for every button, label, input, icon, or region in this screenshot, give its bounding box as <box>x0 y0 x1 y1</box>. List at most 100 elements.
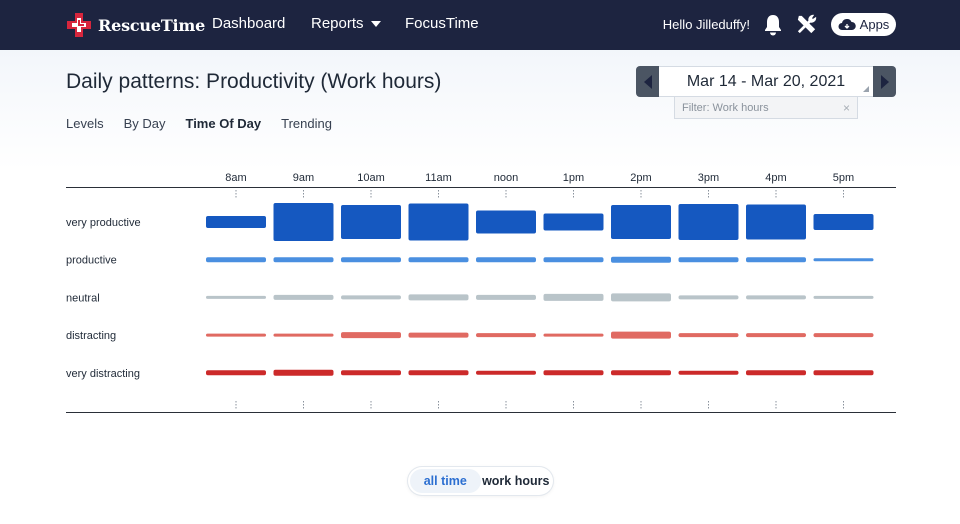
column-label: 5pm <box>833 172 854 184</box>
heat-bar <box>611 256 671 263</box>
filter-dropdown[interactable]: Filter: Work hours × <box>674 96 858 119</box>
nav-reports-label: Reports <box>311 15 364 32</box>
heat-bar <box>341 295 401 300</box>
heat-bar <box>408 203 469 241</box>
tab-by-day[interactable]: By Day <box>123 116 166 131</box>
heat-bar <box>206 216 266 228</box>
row-label: neutral <box>66 292 100 304</box>
all-time-option[interactable]: all time <box>410 469 481 493</box>
page-title: Daily patterns: Productivity (Work hours… <box>66 70 442 93</box>
heat-bar <box>678 295 739 300</box>
rescuetime-logo-icon <box>67 13 91 37</box>
work-hours-option[interactable]: work hours <box>480 469 551 493</box>
caret-down-icon <box>370 20 381 27</box>
heat-bar <box>206 333 266 337</box>
heat-bar <box>408 370 469 376</box>
previous-week-button[interactable] <box>636 66 659 97</box>
heat-bar <box>813 214 874 230</box>
heat-bar <box>611 331 671 339</box>
heat-bar <box>813 370 874 376</box>
heat-bar <box>341 370 401 376</box>
heat-bar <box>273 369 334 376</box>
heat-bar <box>678 333 739 338</box>
tab-time-of-day[interactable]: Time Of Day <box>185 116 262 131</box>
heat-bar <box>746 333 806 338</box>
row-label: distracting <box>66 330 116 342</box>
arrow-left-icon <box>643 74 652 89</box>
resize-corner-icon <box>863 86 869 92</box>
heat-bar <box>746 370 806 376</box>
nav-focustime[interactable]: FocusTime <box>405 15 479 32</box>
heat-bar <box>746 204 806 240</box>
filter-label: Filter: Work hours <box>682 101 769 114</box>
heat-bar <box>408 332 469 338</box>
heat-bar <box>543 213 604 231</box>
heat-bar <box>341 205 401 239</box>
heat-bar <box>408 257 469 263</box>
date-navigator: Mar 14 - Mar 20, 2021 <box>636 66 896 97</box>
heat-bar <box>273 203 334 241</box>
heat-bar <box>543 293 604 301</box>
date-range-label: Mar 14 - Mar 20, 2021 <box>686 72 846 90</box>
heat-bar <box>206 257 266 263</box>
heat-bar <box>678 370 739 375</box>
heat-bar <box>206 370 266 376</box>
column-label: 10am <box>357 172 385 184</box>
heat-bar <box>813 333 874 338</box>
top-navigation: RescueTime Dashboard Reports FocusTime H… <box>0 0 960 50</box>
heat-bar <box>206 295 266 299</box>
column-label: 1pm <box>563 172 584 184</box>
heat-bar <box>476 370 536 375</box>
tab-trending[interactable]: Trending <box>281 116 332 131</box>
column-label: 2pm <box>630 172 651 184</box>
heat-bar <box>678 204 739 240</box>
close-icon[interactable]: × <box>842 101 850 115</box>
time-scope-toggle: all time work hours <box>408 467 553 495</box>
brand[interactable]: RescueTime <box>66 12 205 38</box>
heat-bar <box>611 205 671 239</box>
heat-bar <box>543 370 604 376</box>
heat-bar <box>813 258 874 262</box>
bell-icon[interactable] <box>762 13 784 37</box>
next-week-button[interactable] <box>873 66 896 97</box>
column-label: 3pm <box>698 172 719 184</box>
column-label: noon <box>494 172 518 184</box>
column-label: 4pm <box>765 172 786 184</box>
heat-bar <box>273 294 334 300</box>
apps-button[interactable]: Apps <box>831 13 896 36</box>
tab-levels[interactable]: Levels <box>66 116 104 131</box>
heat-bar <box>611 370 671 376</box>
cloud-icon <box>838 18 856 30</box>
heat-bar <box>813 295 874 299</box>
nav-reports[interactable]: Reports <box>311 15 381 32</box>
heat-bar <box>543 257 604 263</box>
row-label: productive <box>66 255 117 267</box>
heat-bar <box>408 294 469 301</box>
nav-dashboard[interactable]: Dashboard <box>212 15 286 32</box>
heat-bar <box>273 333 334 337</box>
heat-bar <box>341 257 401 263</box>
column-label: 9am <box>293 172 314 184</box>
chart-svg: 8am 9am 10am 11am noon 1pm 2pm 3pm 4pm 5pm very pr… <box>66 172 896 413</box>
apps-label: Apps <box>859 17 890 32</box>
heat-bar <box>746 295 806 300</box>
time-of-day-chart: 8am 9am 10am 11am noon 1pm 2pm 3pm 4pm 5pm very pr… <box>0 160 960 420</box>
heat-bar <box>543 333 604 337</box>
heat-bar <box>476 257 536 263</box>
row-label: very distracting <box>66 368 140 380</box>
heat-bar <box>746 257 806 263</box>
heat-bar <box>273 257 334 263</box>
heat-bar <box>476 210 536 234</box>
column-label: 8am <box>225 172 246 184</box>
heat-bar <box>678 257 739 263</box>
row-label: very productive <box>66 217 141 229</box>
heat-bar <box>611 293 671 302</box>
report-subtabs: Levels By Day Time Of Day Trending <box>66 116 352 131</box>
user-greeting: Hello Jilleduffy! <box>662 17 750 32</box>
brand-name: RescueTime <box>98 15 206 35</box>
tools-icon[interactable] <box>795 13 818 36</box>
heat-bar <box>476 333 536 338</box>
heat-bar <box>341 332 401 339</box>
column-label: 11am <box>425 172 452 184</box>
date-range-picker[interactable]: Mar 14 - Mar 20, 2021 <box>659 66 873 97</box>
